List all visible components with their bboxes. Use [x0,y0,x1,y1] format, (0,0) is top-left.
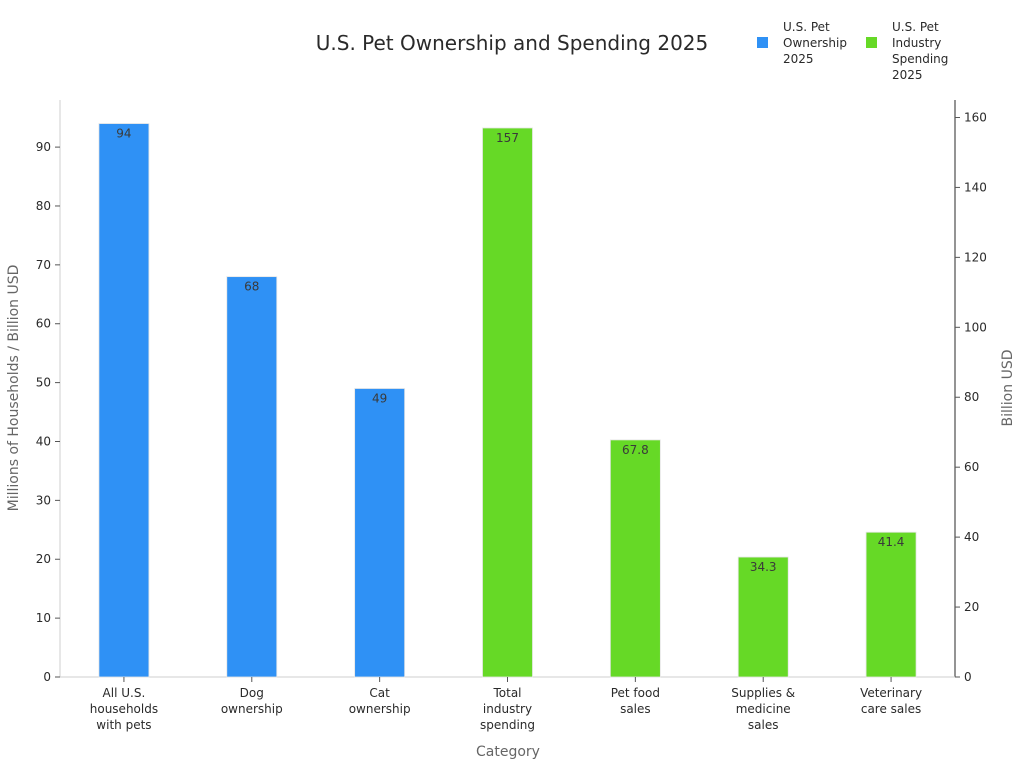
x-tick-label: Cat ownership [349,686,411,716]
bar-1-4 [609,439,661,678]
y-tick-label-left: 80 [36,199,51,213]
legend-swatch-0 [757,37,768,48]
bar-0-2 [354,388,406,678]
y-tick-label-right: 20 [964,600,979,614]
legend: U.S. Pet Ownership 2025 U.S. Pet Industry Spe… [757,20,948,82]
y-tick-label-right: 120 [964,250,987,264]
legend-label-1: U.S. Pet Industry Spending 2025 [892,20,948,82]
bar-value-label: 34.3 [750,560,777,574]
y-tick-label-left: 30 [36,493,51,507]
x-axis-label: Category [476,744,540,760]
y-tick-label-left: 70 [36,258,51,272]
y-tick-label-right: 60 [964,460,979,474]
chart-title: U.S. Pet Ownership and Spending 2025 [316,31,709,55]
bar-value-label: 67.8 [622,443,649,457]
bar-value-label: 49 [372,392,387,406]
x-tick-label: All U.S. households with pets [90,686,158,732]
y-tick-label-left: 50 [36,376,51,390]
legend-swatch-1 [866,37,877,48]
y-tick-label-left: 10 [36,611,51,625]
x-tick-label: Pet food sales [611,686,660,716]
y-tick-label-right: 140 [964,180,987,194]
x-tick-labels: All U.S. households with pets Dog ownership C… [90,677,922,732]
y-axis-label-right: Billion USD [1000,350,1016,427]
y-tick-label-left: 90 [36,140,51,154]
y-tick-label-right: 80 [964,390,979,404]
bar-1-6 [865,531,917,678]
x-tick-label: Dog ownership [221,686,283,716]
y-tick-label-left: 20 [36,552,51,566]
y-tick-label-left: 60 [36,317,51,331]
bar-0-1 [226,276,278,678]
bars [98,123,917,678]
x-tick-label: Veterinary care sales [860,686,922,716]
bar-1-3 [482,127,533,678]
y-axis-label-left: Millions of Households / Billion USD [6,265,22,512]
legend-label-0: U.S. Pet Ownership 2025 [783,20,847,66]
bar-value-label: 157 [496,131,519,145]
y-tick-label-right: 0 [964,670,972,684]
y-tick-label-right: 160 [964,110,987,124]
bar-value-label: 68 [244,280,259,294]
bar-1-5 [737,556,789,678]
y-tick-label-left: 40 [36,434,51,448]
y-tick-label-right: 100 [964,320,987,334]
axes: 0 10 20 30 40 50 60 70 80 90 0 20 40 60 80 100 120 140 160 [36,100,987,684]
y-tick-label-left: 0 [43,670,51,684]
bar-value-label: 94 [116,127,131,141]
x-tick-label: Supplies & medicine sales [731,686,795,732]
bar-0-0 [98,123,150,678]
y-tick-label-right: 40 [964,530,979,544]
bar-value-label: 41.4 [878,535,905,549]
x-tick-label: Total industry spending [480,686,535,732]
bar-labels: 94 68 49 157 67.8 34.3 41.4 [116,127,904,575]
